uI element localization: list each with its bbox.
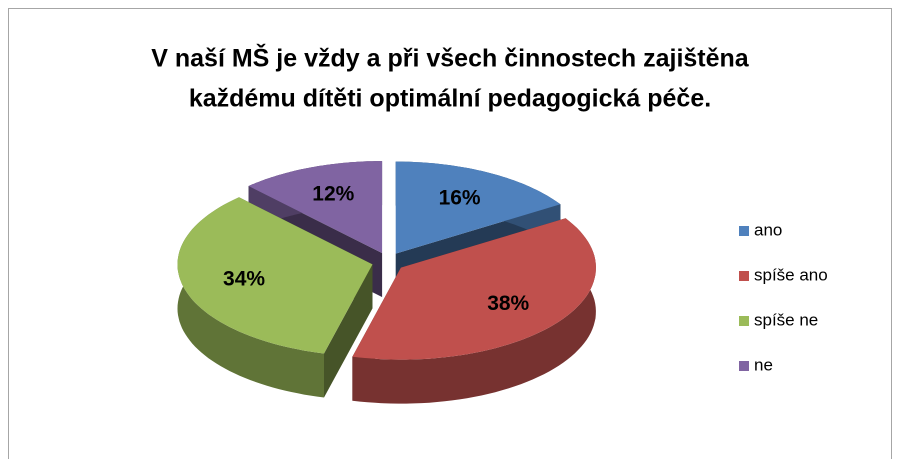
chart-title-line: V naší MŠ je vždy a při všech činnostech… — [151, 43, 750, 73]
data-label: 38% — [487, 292, 529, 315]
slice — [352, 218, 596, 360]
legend-label: spíše ne — [754, 310, 818, 329]
data-label: 16% — [439, 186, 481, 209]
legend-swatch — [739, 226, 749, 236]
slice — [177, 197, 373, 354]
legend-swatch — [739, 271, 749, 281]
slice — [248, 161, 383, 254]
legend-label: ano — [754, 220, 782, 239]
slice-wall — [352, 218, 596, 404]
legend-swatch — [739, 361, 749, 371]
data-label: 34% — [223, 267, 265, 290]
legend-label: spíše ano — [754, 265, 828, 284]
slice — [395, 161, 561, 254]
data-label: 12% — [312, 182, 354, 205]
chart-title-line: každému dítěti optimální pedagogická péč… — [189, 85, 711, 113]
legend-swatch — [739, 316, 749, 326]
legend-label: ne — [754, 355, 773, 374]
